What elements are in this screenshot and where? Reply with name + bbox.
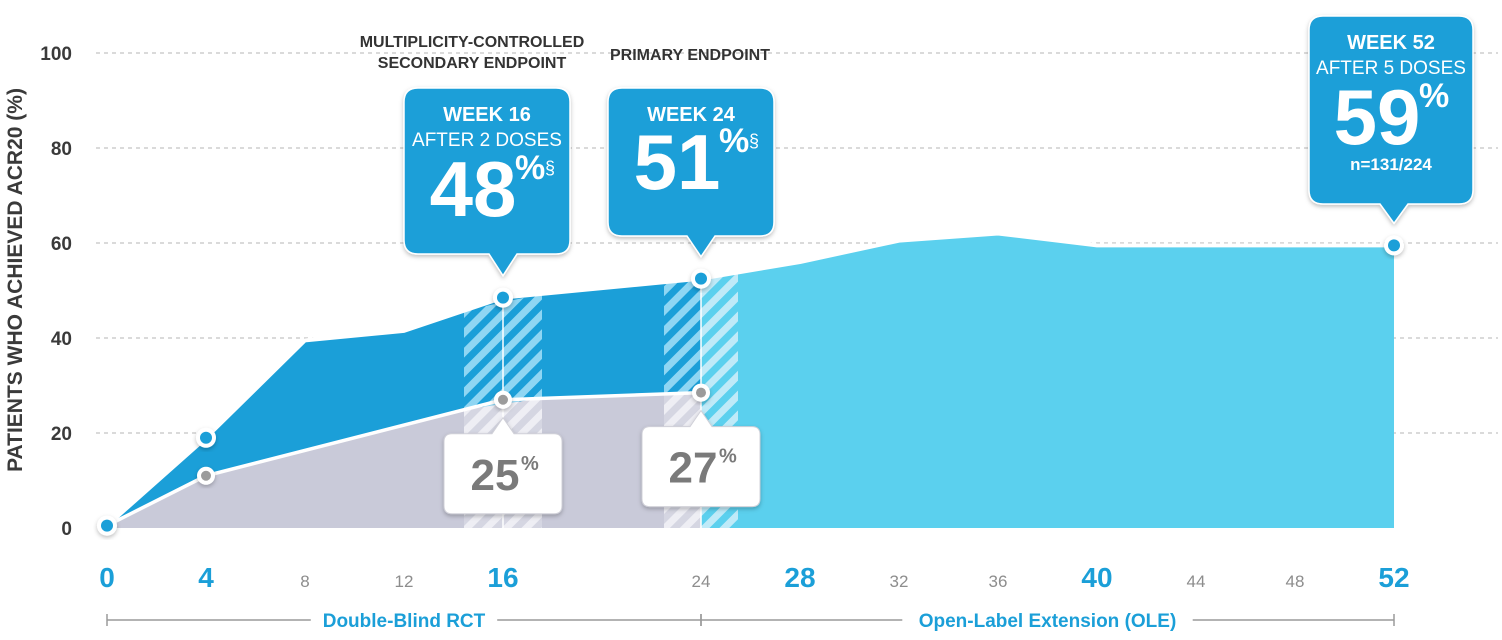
y-tick-20: 20 — [51, 424, 72, 445]
endpoint-header-week24-0: PRIMARY ENDPOINT — [610, 47, 770, 64]
y-axis: 0 20 40 60 80 100 — [40, 44, 72, 540]
y-tick-80: 80 — [51, 139, 72, 160]
x-tick-32: 32 — [890, 572, 909, 591]
point-placebo-week4 — [201, 471, 211, 481]
point-active-week4 — [200, 432, 212, 444]
point-placebo-week16 — [498, 395, 508, 405]
placebo-value-week24: 27 — [669, 444, 718, 493]
point-active-week16 — [497, 292, 509, 304]
callout-n-week52: n=131/224 — [1350, 155, 1432, 174]
callout-pct-week24: % — [719, 122, 749, 160]
x-tick-24: 24 — [692, 572, 711, 591]
x-tick-8: 8 — [300, 572, 309, 591]
callout-value-week24: 51 — [634, 118, 721, 206]
phase-label-1: Open-Label Extension (OLE) — [919, 611, 1177, 632]
callout-title-week16: WEEK 16 — [443, 104, 531, 126]
callout-pct-week16: % — [515, 149, 545, 187]
callout-mark-week24: § — [749, 131, 759, 151]
point-week0 — [101, 520, 113, 532]
placebo-pct-week24: % — [719, 446, 737, 468]
point-active-week24 — [695, 273, 707, 285]
callout-title-week52: WEEK 52 — [1347, 32, 1435, 54]
x-tick-44: 44 — [1187, 572, 1206, 591]
x-tick-48: 48 — [1286, 572, 1305, 591]
callout-value-week16: 48 — [430, 145, 517, 233]
x-tick-4: 4 — [198, 562, 214, 593]
phase-label-0: Double-Blind RCT — [323, 611, 486, 632]
callout-mark-week16: § — [545, 158, 555, 178]
x-tick-28: 28 — [784, 562, 815, 593]
point-active-week52 — [1388, 239, 1400, 251]
endpoint-header-week16-0: MULTIPLICITY-CONTROLLED — [360, 34, 585, 51]
placebo-value-week16: 25 — [471, 451, 520, 500]
x-tick-52: 52 — [1378, 562, 1409, 593]
y-axis-label: PATIENTS WHO ACHIEVED ACR20 (%) — [4, 88, 27, 472]
x-tick-16: 16 — [487, 562, 518, 593]
y-tick-60: 60 — [51, 234, 72, 255]
y-tick-0: 0 — [61, 519, 72, 540]
x-tick-40: 40 — [1081, 562, 1112, 593]
placebo-pct-week16: % — [521, 453, 539, 475]
study-phases: Double-Blind RCT Open-Label Extension (OL… — [107, 611, 1394, 632]
point-placebo-week24 — [696, 388, 706, 398]
callout-value-week52: 59 — [1334, 73, 1421, 161]
x-axis: 0 4 16 28 40 52 8 12 24 32 36 44 48 — [99, 562, 1409, 593]
y-tick-100: 100 — [40, 44, 72, 65]
x-tick-12: 12 — [395, 572, 414, 591]
endpoint-header-week16-1: SECONDARY ENDPOINT — [378, 55, 567, 72]
callout-pct-week52: % — [1419, 77, 1449, 115]
x-tick-36: 36 — [989, 572, 1008, 591]
hatch-week24-upper — [664, 279, 701, 394]
y-tick-40: 40 — [51, 329, 72, 350]
x-tick-0: 0 — [99, 562, 115, 593]
endpoint-headers: MULTIPLICITY-CONTROLLED SECONDARY ENDPOIN… — [360, 34, 771, 72]
